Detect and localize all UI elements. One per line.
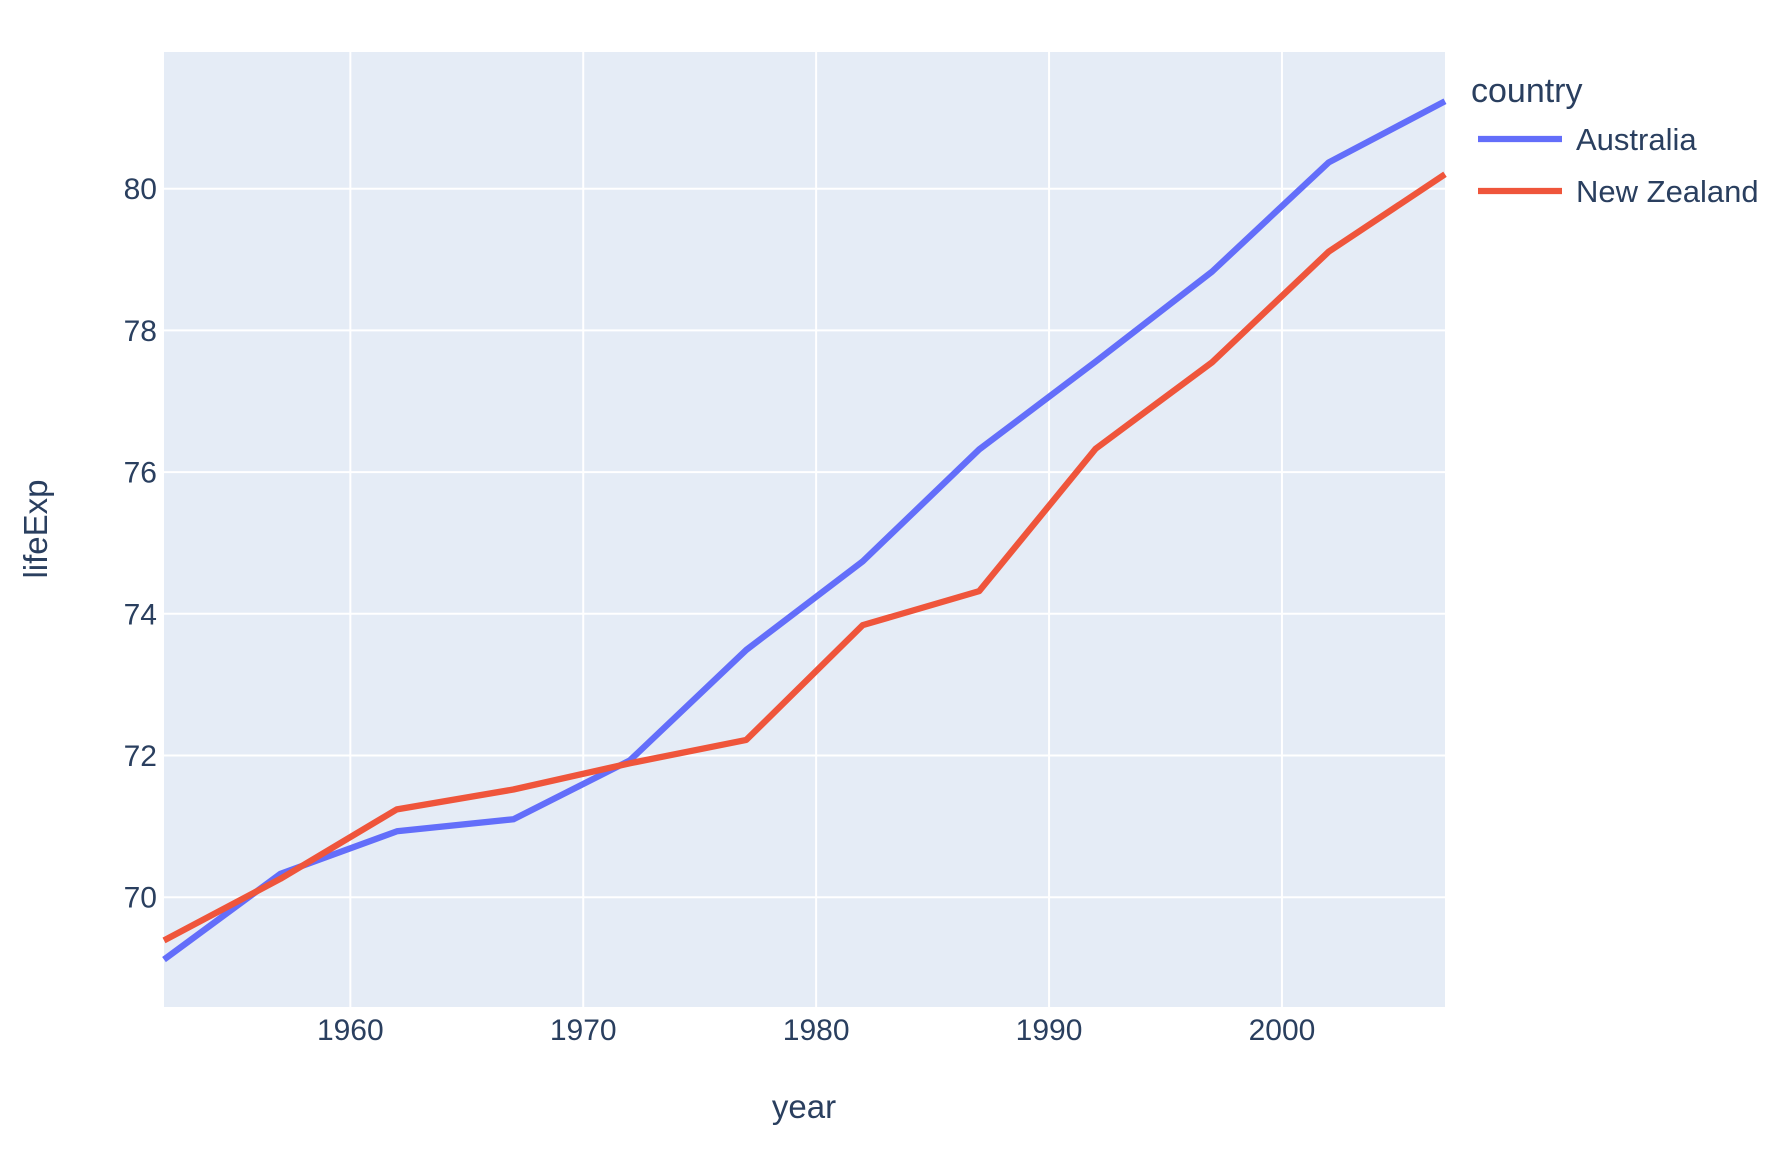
legend-item-label: Australia	[1576, 122, 1697, 157]
y-tick-label: 70	[124, 882, 157, 915]
x-tick-label: 1970	[550, 1014, 617, 1047]
x-tick-label: 1960	[317, 1014, 384, 1047]
legend-items: Australia New Zealand	[1478, 122, 1759, 209]
y-axis-tick-labels: 70 72 74 76 78 80	[124, 173, 157, 914]
y-tick-label: 72	[124, 740, 157, 773]
y-tick-label: 78	[124, 315, 157, 348]
x-tick-label: 2000	[1249, 1014, 1316, 1047]
y-tick-label: 76	[124, 457, 157, 490]
y-tick-label: 80	[124, 173, 157, 206]
legend-item-australia[interactable]: Australia	[1478, 122, 1697, 157]
series-lines	[162, 98, 1447, 963]
y-axis-title: lifeExp	[17, 479, 54, 578]
legend-title: country	[1471, 72, 1583, 110]
x-axis-title: year	[772, 1088, 836, 1125]
x-tick-label: 1990	[1016, 1014, 1083, 1047]
series-line-australia	[162, 98, 1447, 963]
x-axis-tick-labels: 1960 1970 1980 1990 2000	[317, 1014, 1315, 1047]
legend-item-label: New Zealand	[1576, 174, 1759, 209]
legend-item-new-zealand[interactable]: New Zealand	[1478, 174, 1759, 209]
gridlines	[164, 52, 1445, 1007]
plot-area[interactable]	[164, 52, 1445, 1007]
x-tick-label: 1980	[783, 1014, 850, 1047]
y-tick-label: 74	[124, 598, 157, 631]
legend: country Australia New Zealand	[1471, 72, 1759, 209]
series-line-new-zealand	[162, 171, 1447, 944]
